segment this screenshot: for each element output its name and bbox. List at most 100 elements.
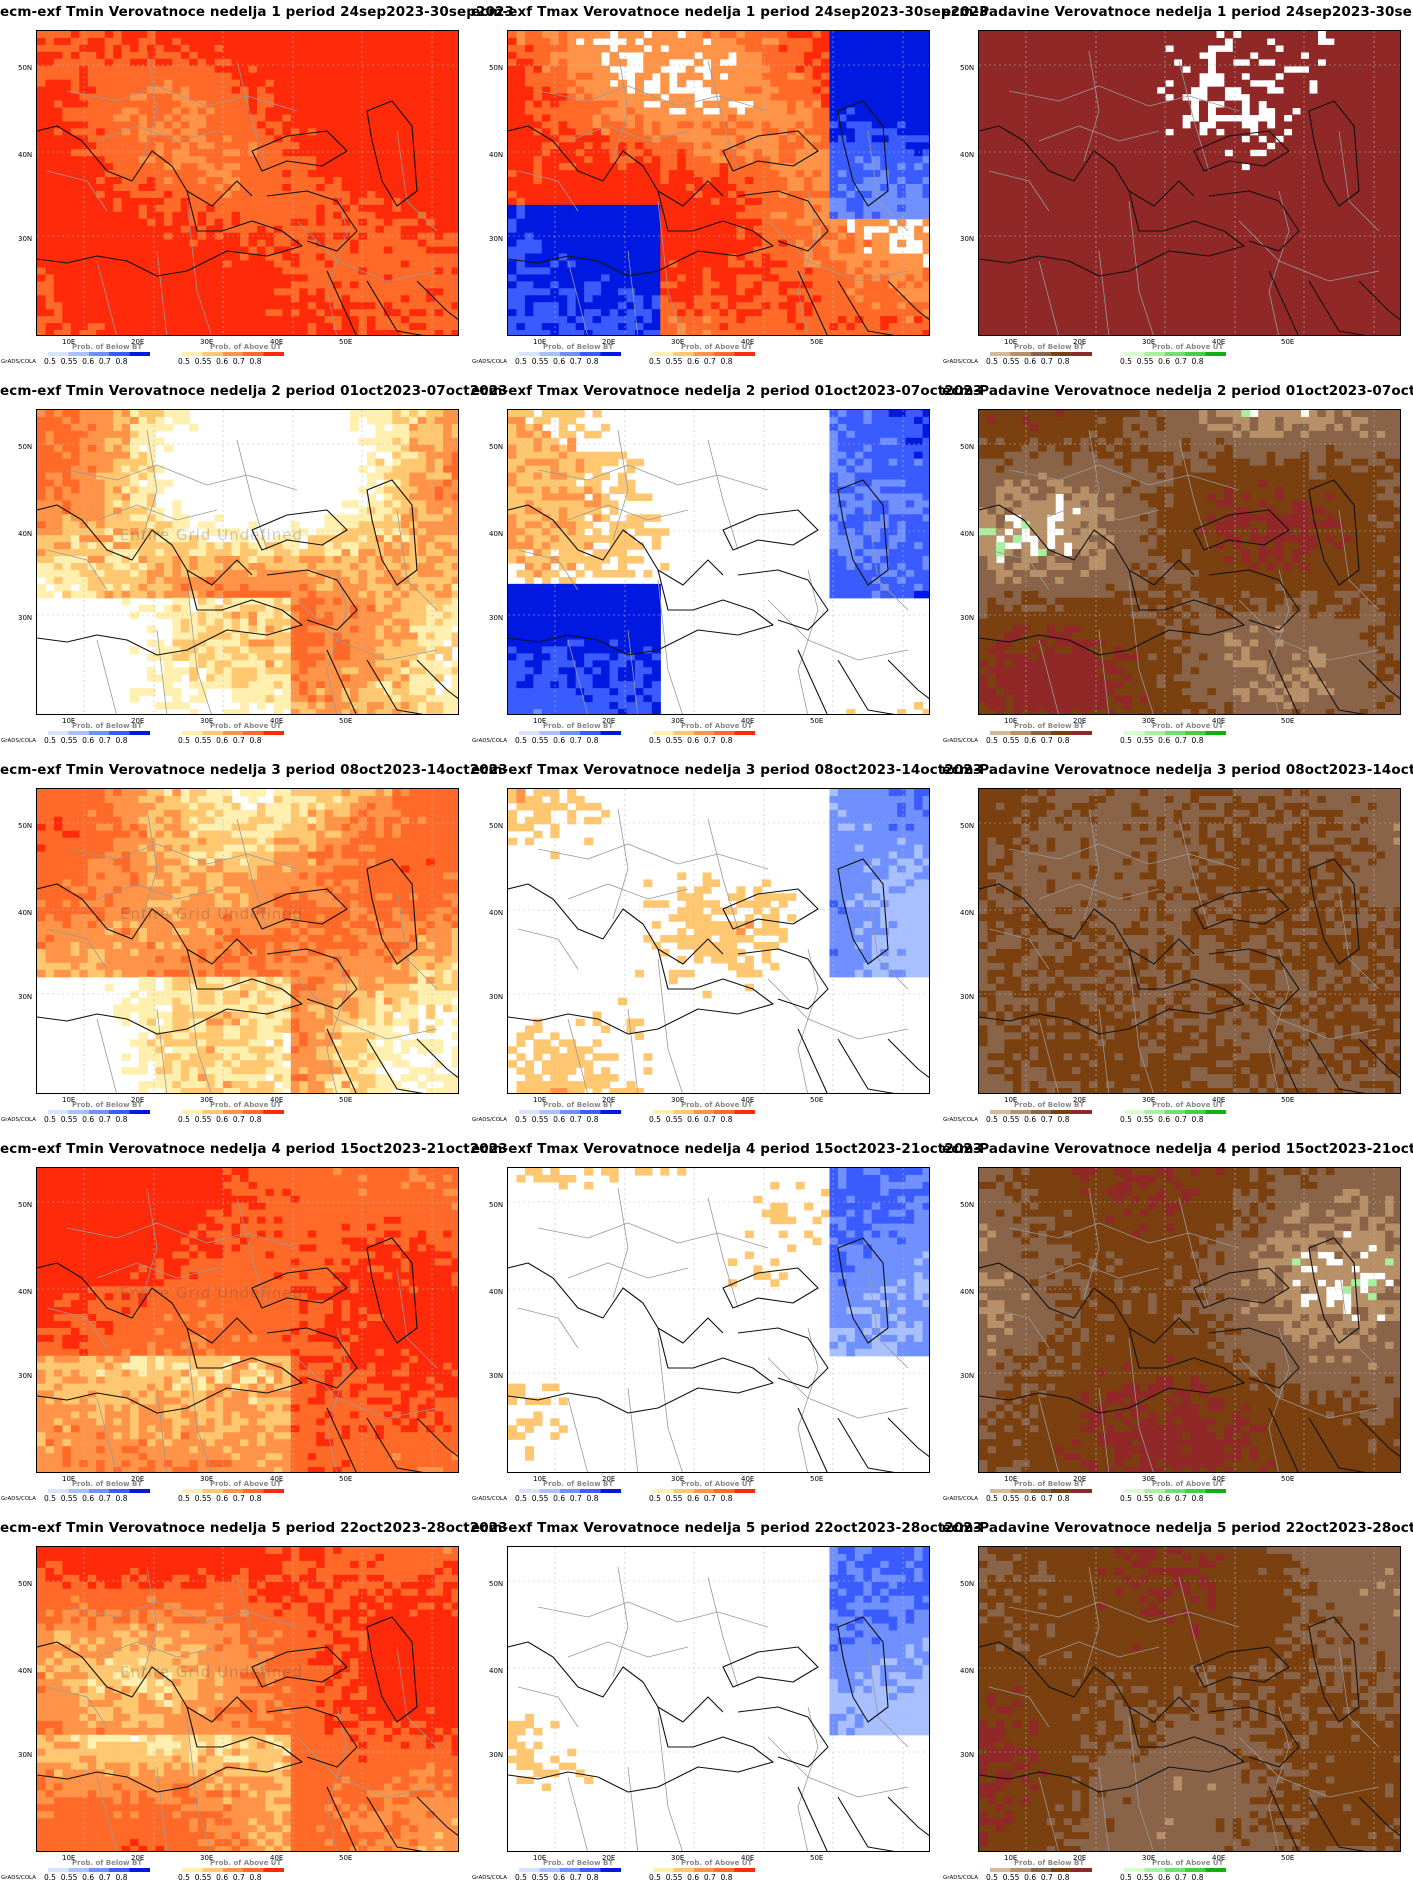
longitude-label: 20E: [131, 717, 144, 725]
probability-map: [36, 788, 459, 1094]
panel-title: ecm-Padavine Verovatnoce nedelja 5 perio…: [942, 1520, 1413, 1536]
longitude-label: 10E: [1004, 1475, 1017, 1483]
longitude-label: 10E: [62, 1096, 75, 1104]
forecast-panel: ecm-exf Tmax Verovatnoce nedelja 1 perio…: [471, 0, 988, 379]
probability-map: [978, 409, 1401, 715]
latitude-label: 30N: [960, 1751, 974, 1759]
longitude-label: 30E: [1142, 338, 1155, 346]
legend-below-title: Prob. of Below BT: [543, 722, 613, 730]
grads-brand: GrADS/COLA: [943, 1117, 978, 1123]
latitude-label: 30N: [960, 993, 974, 1001]
legend-above-ticks: 0.5 0.55 0.6 0.7 0.8: [649, 357, 732, 366]
probability-field: [37, 410, 458, 714]
longitude-label: 10E: [1004, 338, 1017, 346]
latitude-label: 30N: [489, 1751, 503, 1759]
probability-field: [508, 1168, 929, 1472]
legend-above-bar: [182, 1489, 284, 1493]
latitude-label: 40N: [18, 1667, 32, 1675]
probability-map: [507, 1167, 930, 1473]
legend-above-bar: [653, 1868, 755, 1872]
latitude-label: 40N: [18, 530, 32, 538]
probability-map: [978, 788, 1401, 1094]
legend-above-title: Prob. of Above UT: [681, 343, 752, 351]
legend-above-ticks: 0.5 0.55 0.6 0.7 0.8: [1120, 1115, 1203, 1124]
legend-below-bar: [990, 352, 1092, 356]
latitude-label: 30N: [18, 1751, 32, 1759]
probability-field: [508, 789, 929, 1093]
longitude-label: 50E: [810, 717, 823, 725]
legend-above-ticks: 0.5 0.55 0.6 0.7 0.8: [178, 1873, 261, 1882]
legend-below-bar: [519, 352, 621, 356]
legend-below-ticks: 0.5 0.55 0.6 0.7 0.8: [515, 1873, 598, 1882]
latitude-label: 30N: [489, 235, 503, 243]
longitude-label: 30E: [1142, 1096, 1155, 1104]
longitude-label: 40E: [741, 1854, 754, 1862]
longitude-label: 30E: [671, 717, 684, 725]
probability-map: [507, 30, 930, 336]
legend-above-ticks: 0.5 0.55 0.6 0.7 0.8: [1120, 357, 1203, 366]
legend-below-bar: [48, 1110, 150, 1114]
legend-above-bar: [1124, 352, 1226, 356]
forecast-panel: ecm-Padavine Verovatnoce nedelja 3 perio…: [942, 758, 1413, 1137]
latitude-label: 30N: [489, 1372, 503, 1380]
probability-field: [37, 1168, 458, 1472]
panel-title: ecm-exf Tmin Verovatnoce nedelja 3 perio…: [0, 762, 508, 778]
probability-map: [978, 1167, 1401, 1473]
latitude-label: 30N: [18, 1372, 32, 1380]
legend-above-bar: [182, 1110, 284, 1114]
grads-brand: GrADS/COLA: [1, 1875, 36, 1881]
legend-above-ticks: 0.5 0.55 0.6 0.7 0.8: [649, 1115, 732, 1124]
legend-below-title: Prob. of Below BT: [72, 1101, 142, 1109]
longitude-label: 50E: [810, 1854, 823, 1862]
longitude-label: 30E: [671, 338, 684, 346]
probability-field: [979, 1547, 1400, 1851]
latitude-label: 30N: [489, 993, 503, 1001]
latitude-label: 30N: [960, 614, 974, 622]
legend-below-ticks: 0.5 0.55 0.6 0.7 0.8: [986, 357, 1069, 366]
legend-above-ticks: 0.5 0.55 0.6 0.7 0.8: [1120, 1873, 1203, 1882]
legend-above-title: Prob. of Above UT: [210, 343, 281, 351]
longitude-label: 50E: [810, 338, 823, 346]
longitude-label: 20E: [602, 717, 615, 725]
legend-below-bar: [990, 1110, 1092, 1114]
probability-map: [507, 788, 930, 1094]
legend-above-title: Prob. of Above UT: [681, 1101, 752, 1109]
legend-below-bar: [519, 1868, 621, 1872]
legend-above-ticks: 0.5 0.55 0.6 0.7 0.8: [649, 736, 732, 745]
forecast-panel: ecm-exf Tmax Verovatnoce nedelja 2 perio…: [471, 379, 982, 758]
latitude-label: 40N: [960, 530, 974, 538]
longitude-label: 50E: [339, 1854, 352, 1862]
legend-below-ticks: 0.5 0.55 0.6 0.7 0.8: [44, 1115, 127, 1124]
probability-field: [37, 789, 458, 1093]
longitude-label: 30E: [200, 1475, 213, 1483]
grads-brand: GrADS/COLA: [1, 359, 36, 365]
legend-below-title: Prob. of Below BT: [543, 343, 613, 351]
grads-brand: GrADS/COLA: [943, 1496, 978, 1502]
legend-above-ticks: 0.5 0.55 0.6 0.7 0.8: [649, 1873, 732, 1882]
probability-field: [508, 1547, 929, 1851]
longitude-label: 20E: [131, 1096, 144, 1104]
probability-map: [36, 1546, 459, 1852]
grads-brand: GrADS/COLA: [943, 1875, 978, 1881]
longitude-label: 10E: [62, 338, 75, 346]
legend-above-ticks: 0.5 0.55 0.6 0.7 0.8: [178, 1494, 261, 1503]
latitude-label: 50N: [960, 443, 974, 451]
legend-below-title: Prob. of Below BT: [72, 343, 142, 351]
legend-above-bar: [1124, 731, 1226, 735]
longitude-label: 10E: [62, 1475, 75, 1483]
panel-title: ecm-Padavine Verovatnoce nedelja 2 perio…: [942, 383, 1413, 399]
panel-title: ecm-exf Tmax Verovatnoce nedelja 5 perio…: [471, 1520, 982, 1536]
legend-above-bar: [653, 352, 755, 356]
latitude-label: 40N: [489, 909, 503, 917]
longitude-label: 50E: [1281, 717, 1294, 725]
legend-above-ticks: 0.5 0.55 0.6 0.7 0.8: [1120, 1494, 1203, 1503]
panel-title: ecm-exf Tmin Verovatnoce nedelja 1 perio…: [0, 4, 514, 20]
grads-brand: GrADS/COLA: [1, 738, 36, 744]
forecast-panel: ecm-exf Tmin Verovatnoce nedelja 4 perio…: [0, 1137, 508, 1516]
probability-map: [36, 1167, 459, 1473]
forecast-panel: ecm-Padavine Verovatnoce nedelja 5 perio…: [942, 1516, 1413, 1895]
legend-below-ticks: 0.5 0.55 0.6 0.7 0.8: [986, 1873, 1069, 1882]
latitude-label: 50N: [18, 443, 32, 451]
legend-below-bar: [990, 731, 1092, 735]
latitude-label: 40N: [18, 151, 32, 159]
